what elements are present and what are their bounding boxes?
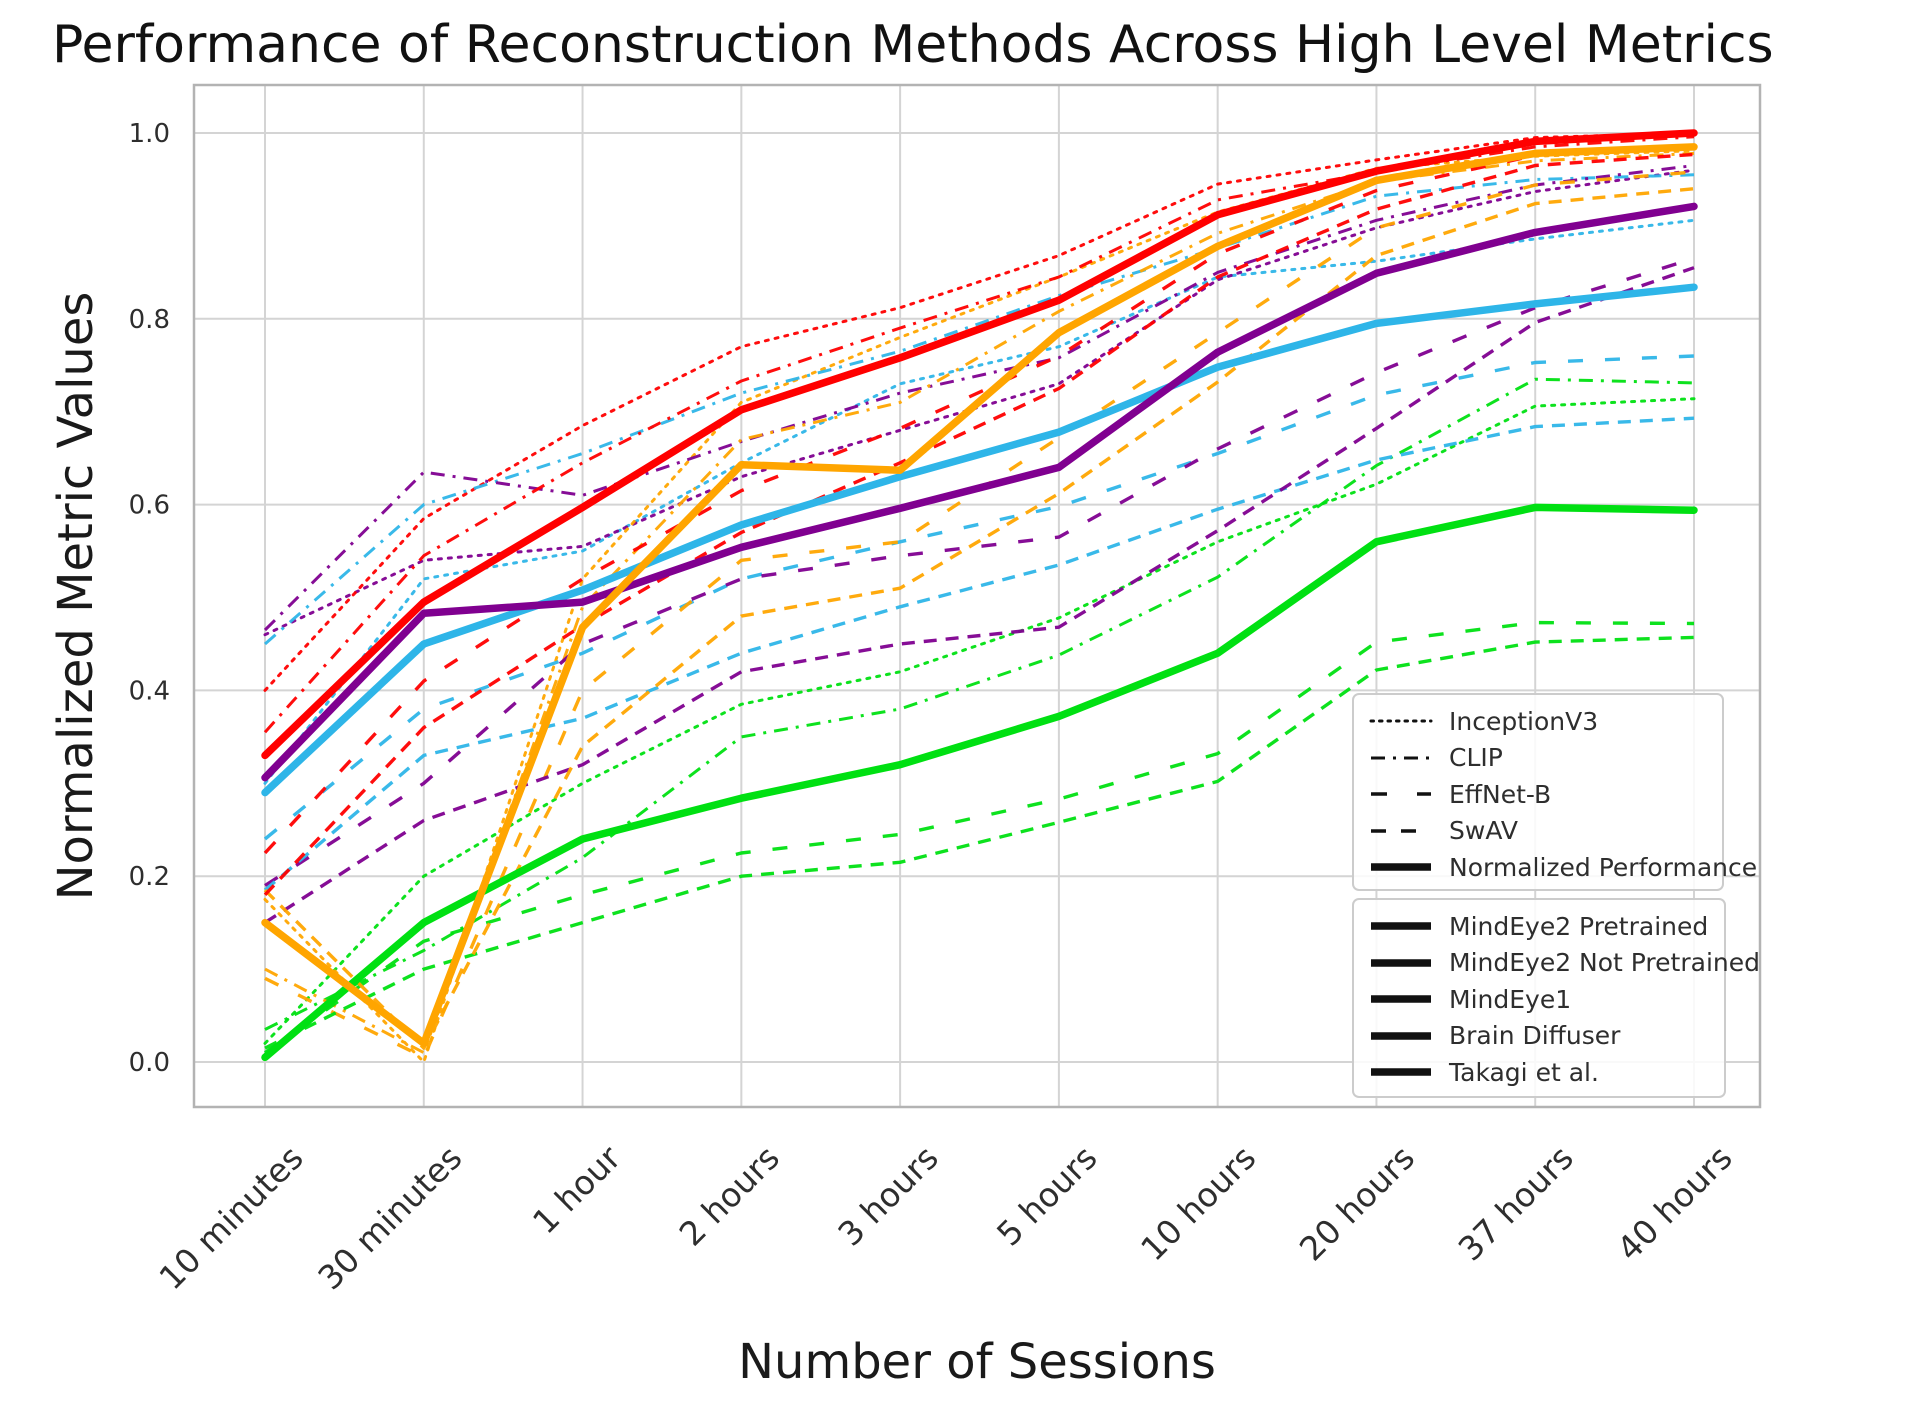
x-tick-label: 30 minutes — [310, 1138, 469, 1297]
legend-label: MindEye1 — [1449, 984, 1572, 1014]
legend-label: Normalized Performance — [1449, 852, 1758, 882]
longdash-line-icon — [1371, 792, 1431, 796]
y-tick-label: 1.0 — [129, 119, 170, 149]
series-clip — [264, 377, 1695, 1031]
series-swav — [263, 416, 1695, 892]
series-swav — [263, 187, 1695, 1050]
legend-label: Takagi et al. — [1449, 1057, 1599, 1087]
series-clip — [264, 173, 1695, 646]
x-tick-label: 37 hours — [1451, 1138, 1581, 1268]
legend-row-takagi: Takagi et al. — [1368, 1054, 1710, 1091]
y-tick-labels: 0.0 0.2 0.4 0.6 0.8 1.0 — [129, 119, 170, 1078]
x-tick-label: 10 minutes — [152, 1138, 311, 1297]
legend-label: MindEye2 Pretrained — [1449, 911, 1709, 941]
legend-row-mindeye1: MindEye1 — [1368, 981, 1710, 1018]
series-effnet — [263, 144, 1695, 855]
legend-row-mindeye2-pretrained: MindEye2 Pretrained — [1368, 908, 1710, 945]
legend-row-inceptionv3: InceptionV3 — [1368, 703, 1708, 740]
red-line-icon — [1371, 922, 1431, 930]
grid-layer — [192, 83, 1762, 1109]
legend-row-brain-diffuser: Brain Diffuser — [1368, 1018, 1710, 1055]
x-tick-label: 20 hours — [1292, 1138, 1422, 1268]
legend-label: SwAV — [1449, 816, 1518, 846]
legend-row-effnet: EffNet-B — [1368, 776, 1708, 813]
x-tick-label: 1 hour — [525, 1138, 629, 1242]
legend-row-mindeye2-not-pretrained: MindEye2 Not Pretrained — [1368, 945, 1760, 982]
dashdot-line-icon — [1371, 756, 1431, 760]
legend-row-normalized: Normalized Performance — [1368, 849, 1757, 886]
x-tick-label: 10 hours — [1133, 1138, 1263, 1268]
series-clip — [263, 164, 1695, 632]
blue-line-icon — [1371, 1032, 1431, 1040]
series-normalized — [261, 202, 1698, 782]
x-tick-label: 5 hours — [989, 1138, 1104, 1253]
series-swav — [263, 152, 1695, 896]
series-normalized — [261, 129, 1698, 760]
x-tick-label: 40 hours — [1609, 1138, 1739, 1268]
legend-label: CLIP — [1449, 743, 1503, 773]
x-axis-label: Number of Sessions — [738, 1334, 1216, 1390]
series-effnet — [264, 256, 1695, 887]
legend-label: InceptionV3 — [1449, 706, 1599, 736]
legend-label: Brain Diffuser — [1449, 1021, 1621, 1051]
y-tick-label: 0.6 — [129, 491, 170, 521]
x-tick-label: 3 hours — [830, 1138, 945, 1253]
chart-title: Performance of Reconstruction Methods Ac… — [52, 15, 1774, 75]
x-tick-label: 2 hours — [672, 1138, 787, 1253]
series-normalized — [261, 503, 1698, 1062]
series-lines-layer — [261, 129, 1698, 1064]
y-tick-label: 0.2 — [129, 862, 170, 892]
legend-line-styles: InceptionV3 CLIP EffNet-B SwAV Normalize… — [1352, 693, 1757, 891]
legend-row-swav: SwAV — [1368, 813, 1708, 850]
legend-methods: MindEye2 Pretrained MindEye2 Not Pretrai… — [1352, 898, 1760, 1098]
series-inceptionv3 — [263, 131, 1696, 692]
dotted-line-icon — [1369, 719, 1433, 723]
series-inceptionv3 — [263, 149, 1696, 1064]
legend-label: MindEye2 Not Pretrained — [1449, 948, 1760, 978]
series-normalized — [261, 283, 1698, 797]
series-clip — [264, 151, 1695, 1055]
purple-line-icon — [1371, 995, 1431, 1003]
y-axis-label: Normalized Metric Values — [48, 292, 104, 901]
green-line-icon — [1371, 1068, 1431, 1076]
series-swav — [264, 635, 1695, 1050]
y-tick-label: 0.0 — [129, 1048, 170, 1078]
y-tick-label: 0.4 — [129, 676, 170, 706]
dash-line-icon — [1371, 829, 1431, 833]
legend-row-clip: CLIP — [1368, 740, 1708, 777]
series-inceptionv3 — [263, 218, 1696, 785]
y-tick-label: 0.8 — [129, 305, 170, 335]
series-swav — [264, 266, 1695, 925]
solid-line-icon — [1371, 863, 1431, 871]
orange-line-icon — [1371, 959, 1431, 967]
x-tick-labels: 10 minutes 30 minutes 1 hour 2 hours 3 hours… — [152, 1138, 1740, 1297]
legend-label: EffNet-B — [1449, 779, 1552, 809]
series-normalized — [261, 143, 1698, 1048]
